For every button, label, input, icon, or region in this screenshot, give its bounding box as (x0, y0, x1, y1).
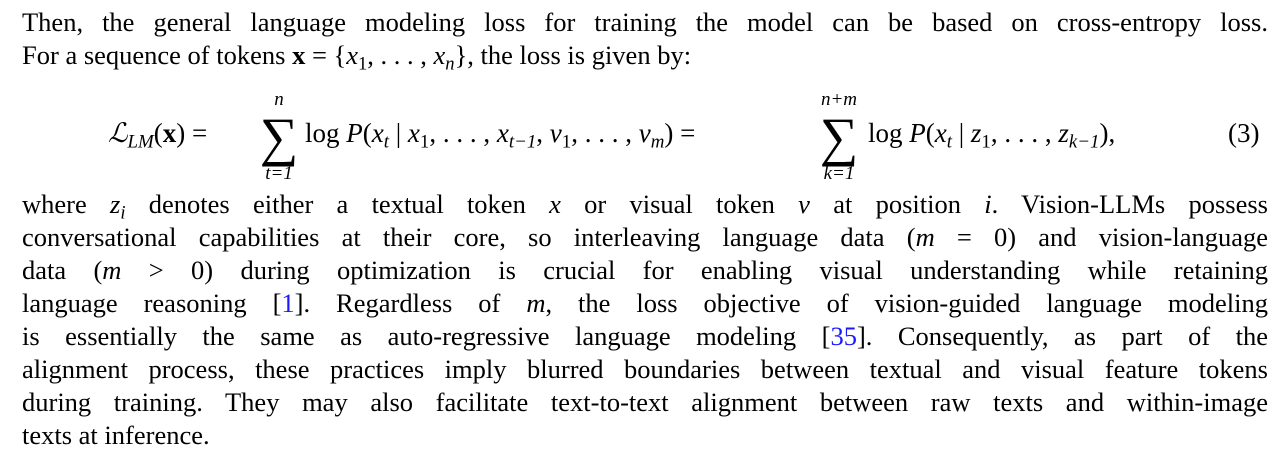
math-symbol: x (549, 189, 561, 219)
text-run: during training. They may also facilitat… (22, 387, 1268, 417)
text-run: , . . . , (367, 40, 434, 70)
text-run: , the loss objective of vision-guided la… (545, 288, 1269, 318)
text-run: ) = (664, 118, 696, 148)
text-run: , . . . , (429, 118, 497, 148)
math-symbol: x (346, 40, 359, 70)
math-symbol: x (407, 118, 420, 148)
summation-1: n ∑ t=1 (254, 90, 304, 184)
text-run: denotes either a textual token (125, 189, 550, 219)
math-symbol: z (110, 189, 121, 219)
sum-lower-limit: k=1 (823, 163, 855, 184)
text-run: = 0) and vision-language (934, 222, 1269, 252)
equation-number: (3) (1228, 118, 1260, 148)
para2-line: during training. They may also facilitat… (22, 386, 1268, 419)
math-subscript: 1 (419, 131, 430, 153)
citation-link[interactable]: 35 (830, 321, 857, 351)
math-symbol: x (371, 118, 384, 148)
equation-lhs: ℒLM(x) = (108, 118, 208, 152)
math-symbol: m (102, 255, 122, 285)
text-run: alignment process, these practices imply… (22, 354, 1268, 384)
math-symbol: ℒ (108, 118, 128, 149)
math-subscript: t−1 (508, 131, 537, 153)
math-symbol: x (433, 40, 446, 70)
sum-upper-limit: n (274, 89, 284, 110)
text-run: is essentially the same as auto-regressi… (22, 321, 831, 351)
text-run: = { (305, 40, 347, 70)
para2-line: texts at inference. (22, 419, 1268, 452)
para2-line: alignment process, these practices imply… (22, 353, 1268, 386)
math-symbol: v (798, 189, 810, 219)
text-run: data ( (22, 255, 103, 285)
text-run: ( (362, 118, 372, 148)
math-subscript: 1 (981, 131, 991, 153)
summation-2: n+m ∑ k=1 (814, 90, 864, 184)
text-run: ), (1099, 118, 1116, 148)
equation-term2: log P(xt | z1, . . . , zk−1), (868, 118, 1116, 152)
text-run: ) = (176, 118, 208, 148)
math-symbol: x (292, 40, 306, 70)
text-run: where (22, 189, 110, 219)
math-subscript: k−1 (1068, 131, 1100, 153)
text-run: , . . . , (990, 118, 1059, 148)
math-symbol: z (1058, 118, 1069, 148)
text-run: log (305, 118, 347, 148)
text-run: ]. Regardless of (294, 288, 527, 318)
math-symbol: P (909, 118, 926, 148)
math-symbol: m (915, 222, 935, 252)
text-run: ( (153, 118, 163, 148)
math-subscript: t (383, 131, 389, 153)
text-run: | (952, 118, 971, 148)
math-symbol: v (638, 118, 651, 148)
text-run: log (868, 118, 910, 148)
math-symbol: P (346, 118, 363, 148)
text-run: Then, the general language modeling loss… (22, 7, 1268, 37)
equation-term1: log P(xt | x1, . . . , xt−1, v1, . . . ,… (305, 118, 696, 152)
math-symbol: z (970, 118, 982, 148)
text-run: , (536, 118, 550, 148)
para2-line: data (m > 0) during optimization is cruc… (22, 254, 1268, 287)
text-run: conversational capabilities at their cor… (22, 222, 916, 252)
math-subscript: LM (127, 131, 154, 153)
math-subscript: t (946, 131, 952, 153)
para2-line: where zi denotes either a textual token … (22, 188, 1268, 224)
para1-line: Then, the general language modeling loss… (22, 6, 1268, 39)
sum-upper-limit: n+m (820, 89, 858, 110)
text-run: at position (809, 189, 985, 219)
sum-lower-limit: t=1 (265, 163, 293, 184)
text-run: language reasoning [ (22, 288, 282, 318)
text-run: > 0) during optimization is crucial for … (121, 255, 1268, 285)
text-run: ( (925, 118, 935, 148)
sum-symbol: ∑ (259, 107, 299, 167)
math-symbol: i (984, 189, 992, 219)
para1-line: For a sequence of tokens x = {x1, . . . … (22, 39, 1268, 75)
text-run: , . . . , (571, 118, 639, 148)
math-subscript: m (650, 131, 665, 153)
text-run: or visual token (560, 189, 799, 219)
para2-line: conversational capabilities at their cor… (22, 221, 1268, 254)
math-symbol: m (526, 288, 546, 318)
citation-link[interactable]: 1 (281, 288, 295, 318)
math-subscript: i (120, 202, 126, 224)
math-subscript: n (445, 53, 455, 75)
math-subscript: 1 (561, 131, 572, 153)
sum-symbol: ∑ (819, 107, 859, 167)
text-run: For a sequence of tokens (22, 40, 293, 70)
math-symbol: x (496, 118, 509, 148)
para2-line: is essentially the same as auto-regressi… (22, 320, 1268, 353)
text-run: ]. Consequently, as part of the (856, 321, 1268, 351)
math-subscript: 1 (358, 53, 368, 75)
math-symbol: v (549, 118, 562, 148)
math-symbol: x (162, 118, 177, 148)
math-symbol: x (934, 118, 947, 148)
text-run: . Vision-LLMs possess (991, 189, 1268, 219)
text-run: texts at inference. (22, 420, 210, 450)
para2-line: language reasoning [1]. Regardless of m,… (22, 287, 1268, 320)
text-run: | (389, 118, 408, 148)
text-run: }, the loss is given by: (454, 40, 692, 70)
